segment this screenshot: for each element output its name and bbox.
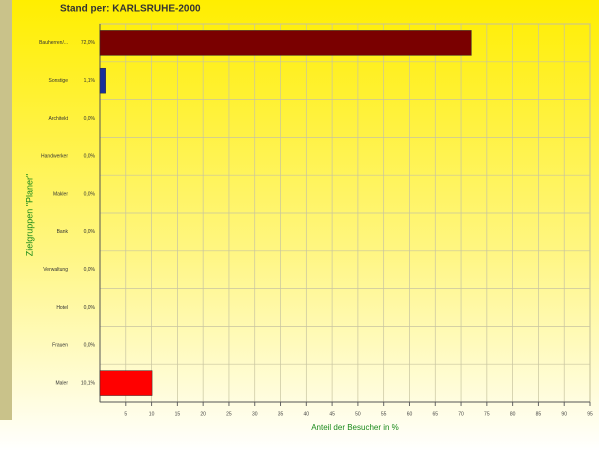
x-tick-label: 20 — [200, 411, 206, 417]
y-tick-label: Bauherren/... — [39, 40, 68, 46]
x-tick-label: 80 — [510, 411, 516, 417]
side-strip — [0, 0, 12, 420]
value-label: 0,0% — [84, 116, 96, 122]
x-tick-label: 25 — [226, 411, 232, 417]
value-label: 0,0% — [84, 191, 96, 197]
y-tick-label: Verwaltung — [43, 267, 68, 273]
x-tick-label: 60 — [407, 411, 413, 417]
y-tick-label: Frauen — [52, 343, 68, 349]
x-axis-label: Anteil der Besucher in % — [311, 423, 399, 432]
y-tick-label: Sonstige — [49, 78, 69, 84]
y-tick-label: Makler — [53, 191, 68, 197]
x-tick-label: 10 — [149, 411, 155, 417]
chart-subtitle: Stand per: KARLSRUHE-2000 — [60, 4, 201, 15]
x-tick-label: 65 — [432, 411, 438, 417]
x-tick-label: 45 — [329, 411, 335, 417]
value-label: 0,0% — [84, 154, 96, 160]
value-label: 72,0% — [81, 40, 96, 46]
x-tick-label: 90 — [561, 411, 567, 417]
bar — [99, 67, 106, 94]
bar — [99, 30, 472, 56]
value-label: 1,1% — [84, 78, 96, 84]
x-tick-label: 70 — [458, 411, 464, 417]
x-tick-label: 15 — [175, 411, 181, 417]
y-tick-label: Bank — [57, 229, 69, 235]
x-tick-label: 35 — [278, 411, 284, 417]
x-tick-label: 85 — [536, 411, 542, 417]
value-label: 10,1% — [81, 380, 96, 386]
x-tick-label: 55 — [381, 411, 387, 417]
bar — [99, 370, 153, 396]
y-axis-label: Zielgruppen "Planer" — [24, 174, 34, 256]
value-label: 0,0% — [84, 305, 96, 311]
value-label: 0,0% — [84, 267, 96, 273]
y-tick-label: Handwerker — [41, 154, 68, 160]
value-label: 0,0% — [84, 229, 96, 235]
y-tick-label: Hotel — [56, 305, 68, 311]
x-tick-label: 30 — [252, 411, 258, 417]
x-tick-label: 40 — [304, 411, 310, 417]
y-tick-label: Architekt — [49, 116, 69, 122]
x-tick-label: 50 — [355, 411, 361, 417]
x-tick-label: 5 — [124, 411, 127, 417]
x-tick-label: 95 — [587, 411, 593, 417]
value-label: 0,0% — [84, 343, 96, 349]
y-tick-label: Maler — [55, 380, 68, 386]
x-tick-label: 75 — [484, 411, 490, 417]
